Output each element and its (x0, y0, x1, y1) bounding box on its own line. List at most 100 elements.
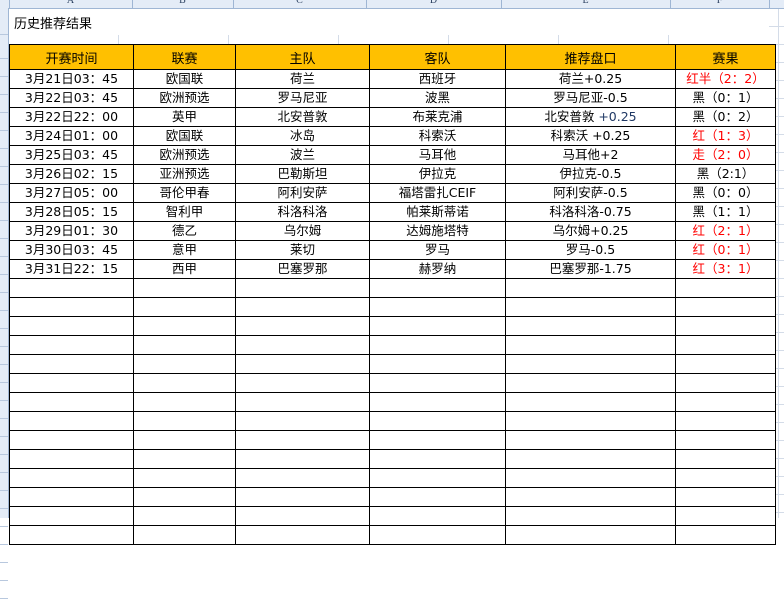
table-row[interactable]: 3月22日22：00 英甲 北安普敦 布莱克浦 北安普敦 +0.25 黑（0：2） (9, 107, 776, 127)
cell-home[interactable] (235, 468, 370, 488)
cell-handicap[interactable]: 阿利安萨-0.5 (505, 183, 676, 203)
cell-away[interactable] (369, 430, 506, 450)
cell-home[interactable]: 巴塞罗那 (235, 259, 370, 279)
cell-away[interactable]: 波黑 (369, 88, 506, 108)
table-row[interactable]: 3月24日01：00 欧国联 冰岛 科索沃 科索沃 +0.25 红（1：3） (9, 126, 776, 146)
cell-handicap[interactable]: 荷兰+0.25 (505, 69, 676, 89)
table-row-empty[interactable] (9, 430, 776, 450)
cell-away[interactable]: 布莱克浦 (369, 107, 506, 127)
row-divider[interactable] (0, 76, 8, 77)
row-divider[interactable] (0, 400, 8, 401)
table-row-empty[interactable] (9, 487, 776, 507)
cell-away[interactable] (369, 449, 506, 469)
cell-handicap[interactable]: 马耳他+2 (505, 145, 676, 165)
cell-home[interactable] (235, 335, 370, 355)
cell-league[interactable] (133, 525, 236, 545)
cell-time[interactable]: 3月31日22：15 (9, 259, 134, 279)
cell-result[interactable]: 红（3：1） (675, 259, 776, 279)
cell-result[interactable]: 黑（0：1） (675, 88, 776, 108)
cell-league[interactable]: 英甲 (133, 107, 236, 127)
cell-handicap[interactable]: 科索沃 +0.25 (505, 126, 676, 146)
cell-home[interactable] (235, 411, 370, 431)
cell-away[interactable] (369, 487, 506, 507)
cell-league[interactable] (133, 335, 236, 355)
column-header-home[interactable]: 主队 (235, 44, 370, 70)
column-divider[interactable] (769, 0, 770, 8)
cell-result[interactable] (675, 316, 776, 336)
cell-result[interactable] (675, 354, 776, 374)
row-divider[interactable] (0, 436, 8, 437)
cell-home[interactable]: 科洛科洛 (235, 202, 370, 222)
column-divider[interactable] (501, 0, 502, 8)
column-letter-b[interactable]: B (179, 0, 186, 6)
column-header-time[interactable]: 开赛时间 (9, 44, 134, 70)
row-divider[interactable] (0, 562, 8, 563)
cell-handicap[interactable]: 北安普敦 +0.25 (505, 107, 676, 127)
cell-home[interactable] (235, 354, 370, 374)
row-divider[interactable] (0, 292, 8, 293)
column-letter-a[interactable]: A (66, 0, 75, 6)
table-row[interactable]: 3月26日02：15 亚洲预选 巴勒斯坦 伊拉克 伊拉克-0.5 黑（2:1） (9, 164, 776, 184)
cell-league[interactable] (133, 487, 236, 507)
cell-result[interactable] (675, 373, 776, 393)
cell-time[interactable]: 3月25日03：45 (9, 145, 134, 165)
cell-result[interactable] (675, 449, 776, 469)
row-divider[interactable] (0, 58, 8, 59)
cell-home[interactable] (235, 506, 370, 526)
cell-handicap[interactable] (505, 430, 676, 450)
cell-league[interactable] (133, 297, 236, 317)
table-row-empty[interactable] (9, 392, 776, 412)
cell-result[interactable]: 红（0：1） (675, 240, 776, 260)
cell-time[interactable] (9, 392, 134, 412)
cell-handicap[interactable] (505, 525, 676, 545)
cell-time[interactable] (9, 354, 134, 374)
row-divider[interactable] (0, 328, 8, 329)
row-divider[interactable] (0, 256, 8, 257)
row-divider[interactable] (0, 526, 8, 527)
column-divider[interactable] (366, 0, 367, 8)
cell-handicap[interactable]: 伊拉克-0.5 (505, 164, 676, 184)
row-header-strip[interactable] (0, 8, 9, 599)
row-divider[interactable] (0, 34, 8, 35)
table-row[interactable]: 3月28日05：15 智利甲 科洛科洛 帕莱斯蒂诺 科洛科洛-0.75 黑（1：1） (9, 202, 776, 222)
cell-league[interactable]: 意甲 (133, 240, 236, 260)
column-header-result[interactable]: 赛果 (675, 44, 776, 70)
cell-away[interactable] (369, 316, 506, 336)
cell-time[interactable] (9, 373, 134, 393)
row-divider[interactable] (0, 418, 8, 419)
cell-time[interactable] (9, 278, 134, 298)
cell-result[interactable]: 黑（2:1） (675, 164, 776, 184)
cell-handicap[interactable]: 罗马尼亚-0.5 (505, 88, 676, 108)
row-divider[interactable] (0, 166, 8, 167)
cell-time[interactable] (9, 335, 134, 355)
cell-handicap[interactable]: 科洛科洛-0.75 (505, 202, 676, 222)
row-divider[interactable] (0, 130, 8, 131)
cell-time[interactable]: 3月30日03：45 (9, 240, 134, 260)
cell-home[interactable] (235, 430, 370, 450)
cell-result[interactable] (675, 297, 776, 317)
cell-league[interactable] (133, 430, 236, 450)
cell-away[interactable]: 罗马 (369, 240, 506, 260)
cell-home[interactable] (235, 487, 370, 507)
column-divider[interactable] (670, 0, 671, 8)
cell-away[interactable]: 帕莱斯蒂诺 (369, 202, 506, 222)
table-row[interactable]: 3月29日01：30 德乙 乌尔姆 达姆施塔特 乌尔姆+0.25 红（2：1） (9, 221, 776, 241)
cell-result[interactable] (675, 468, 776, 488)
cell-result[interactable] (675, 506, 776, 526)
sheet-title-row[interactable]: 历史推荐结果 (9, 9, 769, 35)
cell-time[interactable] (9, 449, 134, 469)
table-row[interactable]: 3月21日03：45 欧国联 荷兰 西班牙 荷兰+0.25 红半（2：2） (9, 69, 776, 89)
cell-handicap[interactable] (505, 449, 676, 469)
cell-away[interactable] (369, 411, 506, 431)
cell-home[interactable] (235, 297, 370, 317)
column-divider[interactable] (233, 0, 234, 8)
cell-away[interactable]: 马耳他 (369, 145, 506, 165)
cell-away[interactable]: 西班牙 (369, 69, 506, 89)
column-header-away[interactable]: 客队 (369, 44, 506, 70)
table-row-empty[interactable] (9, 335, 776, 355)
cell-time[interactable]: 3月21日03：45 (9, 69, 134, 89)
row-divider[interactable] (0, 202, 8, 203)
cell-handicap[interactable] (505, 354, 676, 374)
row-divider[interactable] (0, 112, 8, 113)
cell-home[interactable]: 乌尔姆 (235, 221, 370, 241)
